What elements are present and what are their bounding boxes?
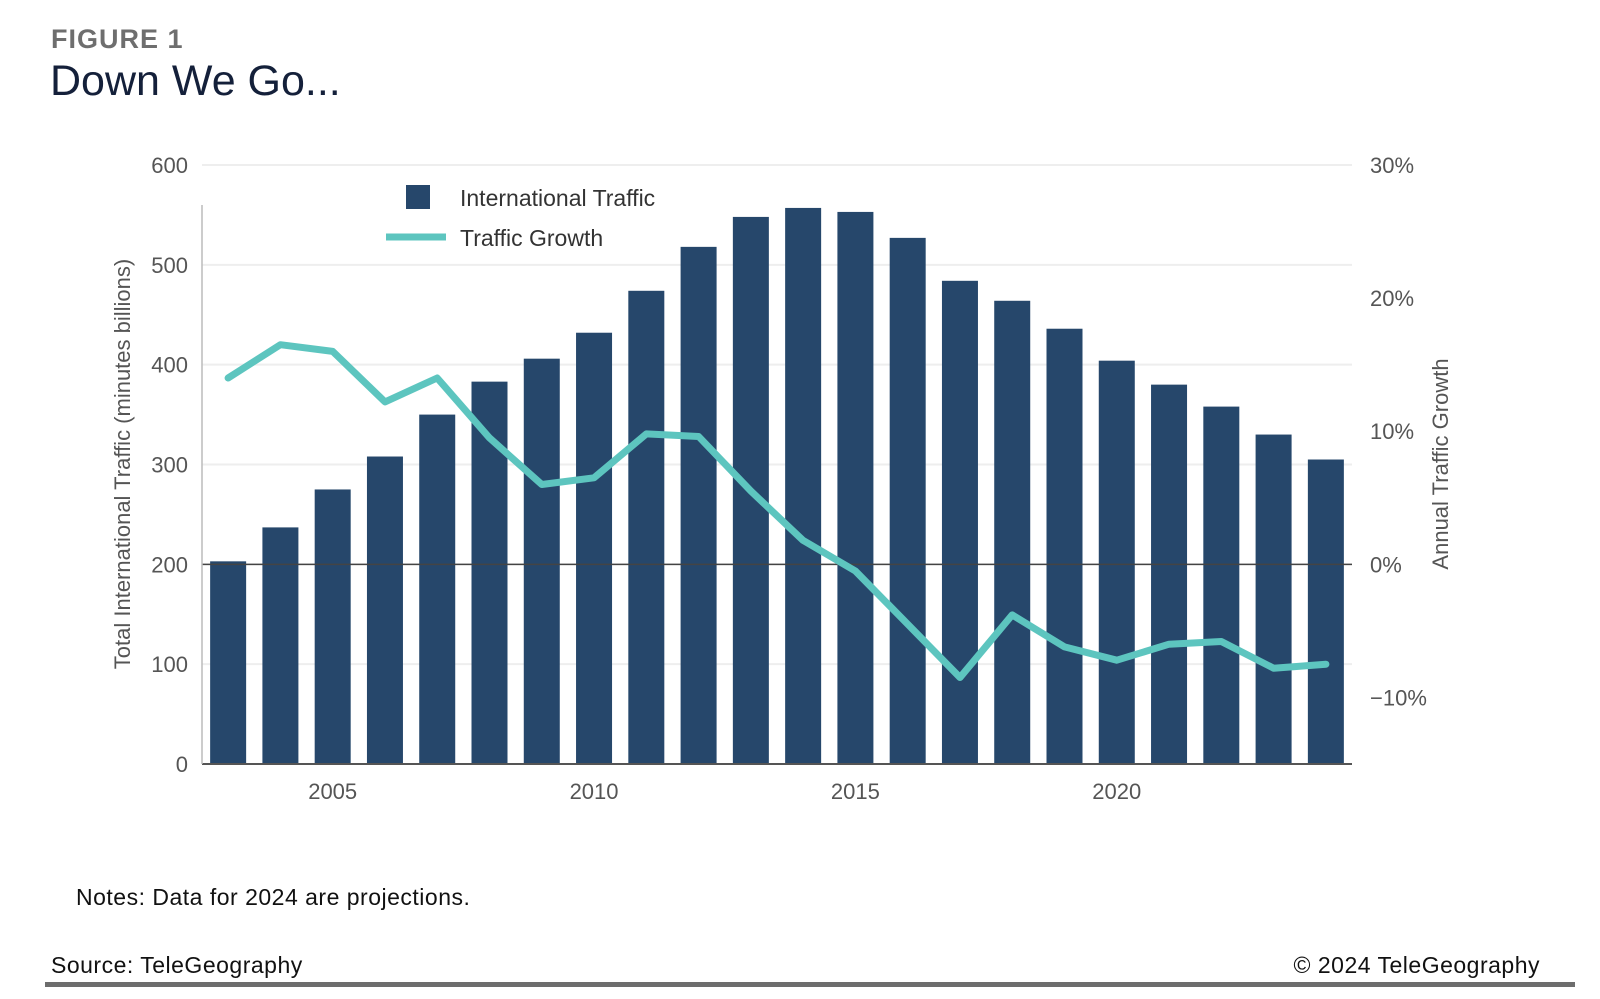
x-tick-label: 2010 xyxy=(570,779,619,804)
left-axis-ticks: 0 100 200 300 400 500 600 xyxy=(151,153,188,777)
x-axis-ticks: 2005 2010 2015 2020 xyxy=(308,779,1141,804)
bar-2017 xyxy=(941,280,978,764)
bar-series xyxy=(210,207,1344,765)
y-axis-label: Total International Traffic (minutes bil… xyxy=(110,259,135,669)
y-tick-label: 200 xyxy=(151,552,188,577)
legend-bar-label: International Traffic xyxy=(460,185,655,211)
bar-2016 xyxy=(889,237,926,765)
legend-line-label: Traffic Growth xyxy=(460,225,603,251)
bar-2009 xyxy=(523,358,560,764)
bar-2014 xyxy=(785,207,822,764)
y-tick-label: 500 xyxy=(151,253,188,278)
y-tick-label: 400 xyxy=(151,353,188,378)
chart-notes: Notes: Data for 2024 are projections. xyxy=(76,884,471,910)
legend: International Traffic Traffic Growth xyxy=(386,185,655,251)
bar-2021 xyxy=(1151,384,1188,764)
y2-tick-label: 20% xyxy=(1370,286,1414,311)
y2-tick-label: 30% xyxy=(1370,153,1414,178)
bar-2006 xyxy=(366,456,403,764)
bar-2003 xyxy=(210,561,247,764)
y2-tick-label: 10% xyxy=(1370,419,1414,444)
figure-label: FIGURE 1 xyxy=(51,24,184,54)
legend-bar-swatch xyxy=(406,185,430,209)
y-tick-label: 300 xyxy=(151,453,188,478)
y2-tick-label: 0% xyxy=(1370,552,1402,577)
y-tick-label: 600 xyxy=(151,153,188,178)
footer-rule xyxy=(45,982,1575,987)
bar-2011 xyxy=(628,290,665,764)
bar-2010 xyxy=(576,332,613,764)
bar-2020 xyxy=(1098,360,1135,764)
source-credit: Source: TeleGeography xyxy=(51,952,303,978)
x-tick-label: 2005 xyxy=(308,779,357,804)
y2-axis-label: Annual Traffic Growth xyxy=(1428,358,1453,569)
y-tick-label: 100 xyxy=(151,652,188,677)
bar-2019 xyxy=(1046,328,1083,764)
bar-2022 xyxy=(1203,406,1240,764)
bar-2024 xyxy=(1307,459,1344,764)
x-tick-label: 2015 xyxy=(831,779,880,804)
bar-2007 xyxy=(419,414,456,764)
growth-series-line xyxy=(224,341,1330,681)
bar-2015 xyxy=(837,211,874,765)
x-tick-label: 2020 xyxy=(1092,779,1141,804)
copyright-text: © 2024 TeleGeography xyxy=(1293,952,1540,978)
bar-2018 xyxy=(994,300,1031,764)
bar-2004 xyxy=(262,527,299,764)
bar-2012 xyxy=(680,246,717,764)
y-tick-label: 0 xyxy=(176,752,188,777)
right-axis-ticks: 30% 20% 10% 0% −10% xyxy=(1370,153,1427,710)
bar-2005 xyxy=(314,489,351,764)
bar-2023 xyxy=(1255,434,1292,764)
y2-tick-label: −10% xyxy=(1370,685,1427,710)
chart-canvas: 0 100 200 300 400 500 600 30% 20% 10% 0% −10% 2005… xyxy=(110,153,1453,804)
chart-title: Down We Go... xyxy=(50,57,341,105)
